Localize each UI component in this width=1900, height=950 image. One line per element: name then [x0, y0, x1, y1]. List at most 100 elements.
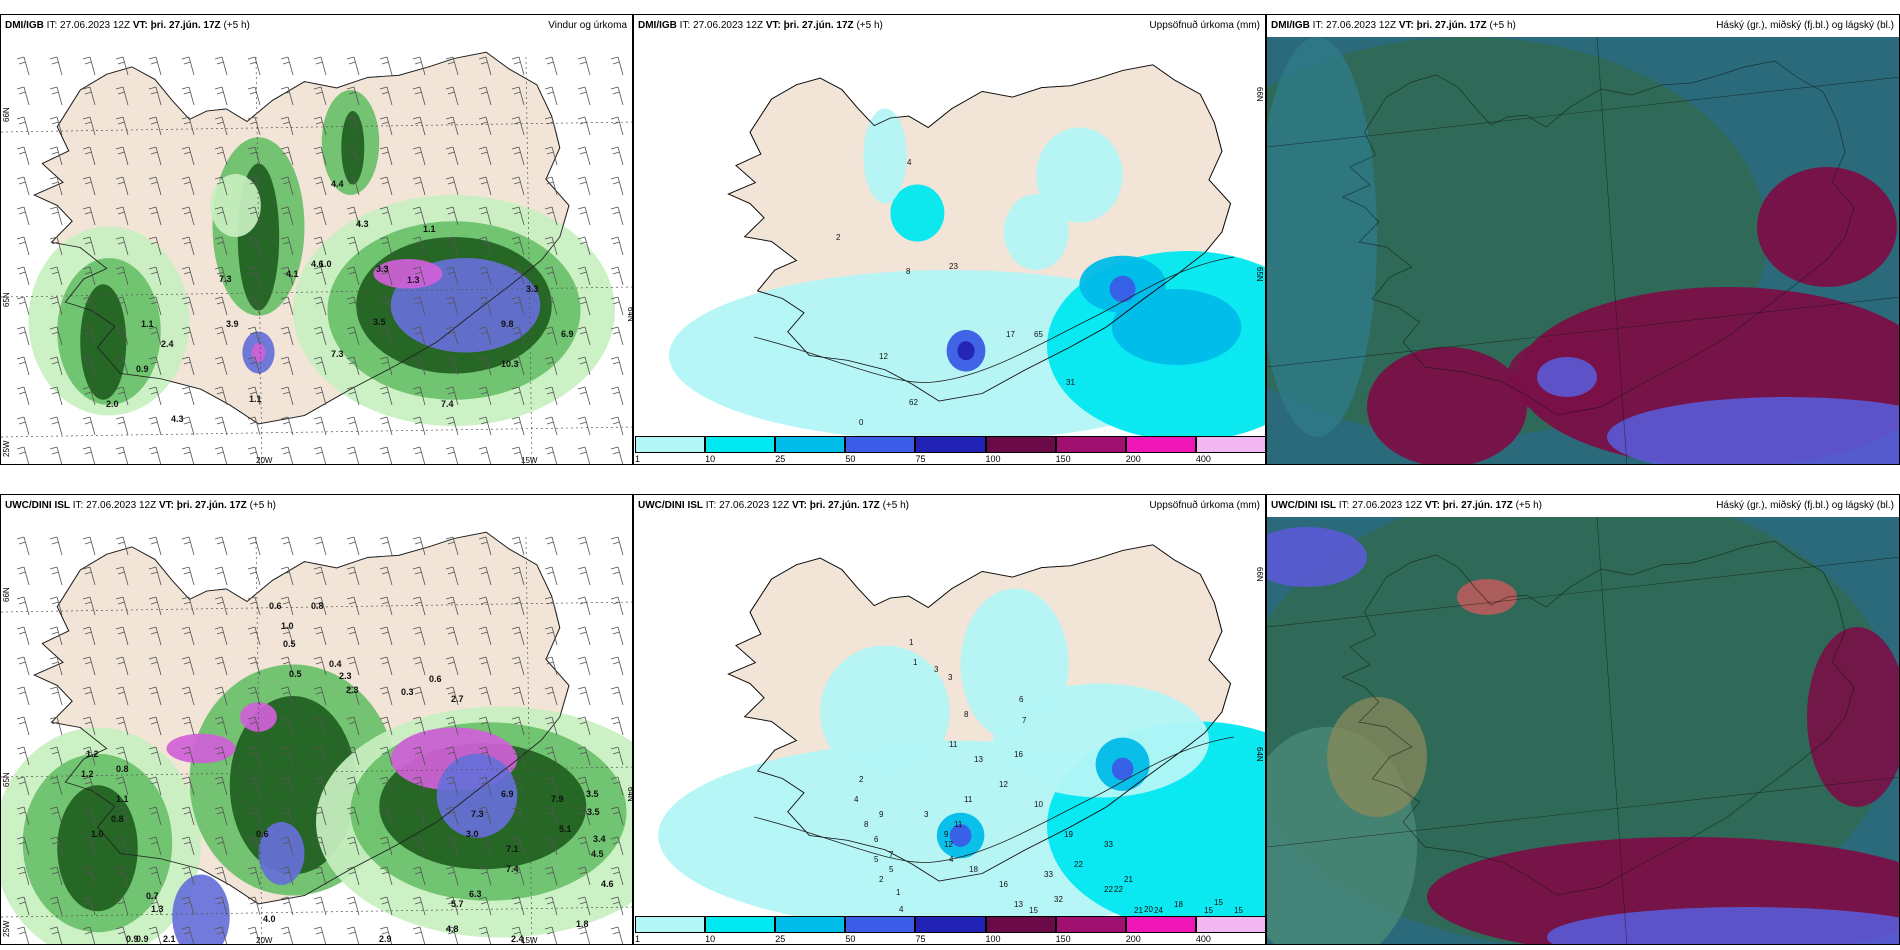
precip-value-label: 2.7 — [451, 694, 464, 704]
accum-value-label: 8 — [864, 820, 869, 829]
wind-barb — [511, 446, 525, 464]
wind-barb — [214, 206, 228, 226]
wind-barb — [49, 356, 63, 376]
wind-barb — [379, 626, 393, 646]
wind-barb — [148, 776, 162, 796]
wind-barb — [511, 86, 525, 106]
precip-value-label: 0.5 — [289, 669, 302, 679]
legend-swatch — [985, 436, 1056, 453]
wind-barb — [313, 236, 327, 256]
accum-value-label: 13 — [1014, 900, 1023, 909]
graticule-line — [1267, 296, 1899, 368]
precip-area — [960, 588, 1069, 741]
wind-barb — [577, 656, 591, 676]
wind-barb — [610, 146, 624, 166]
wind-barb — [16, 686, 30, 706]
precip-value-label: 4.6 — [601, 879, 614, 889]
legend-swatch — [1125, 916, 1196, 933]
wind-barb — [412, 296, 426, 316]
wind-barb — [346, 926, 360, 944]
accum-value-label: 3 — [948, 673, 953, 682]
precip-value-label: 0.6 — [269, 601, 282, 611]
wind-barb — [148, 386, 162, 406]
wind-barb — [115, 146, 129, 166]
wind-barb — [16, 266, 30, 286]
coast-outline — [1341, 540, 1855, 896]
wind-barb — [544, 416, 558, 436]
wind-barb — [82, 86, 96, 106]
accum-value-label: 4 — [949, 855, 954, 864]
wind-barb — [313, 656, 327, 676]
wind-barb — [247, 686, 261, 706]
accum-value-label: 1 — [896, 888, 901, 897]
wind-barb — [610, 356, 624, 376]
wind-barb — [610, 716, 624, 736]
cloud-area — [1607, 397, 1899, 464]
wind-barb — [49, 566, 63, 586]
wind-barb — [610, 896, 624, 916]
wind-barb — [412, 146, 426, 166]
wind-barb — [82, 296, 96, 316]
precip-value-label: 7.1 — [506, 844, 519, 854]
accum-value-label: 8 — [906, 267, 911, 276]
wind-barb — [148, 626, 162, 646]
wind-barb — [511, 176, 525, 196]
accum-value-label: 3 — [934, 665, 939, 674]
wind-barb — [544, 116, 558, 136]
wind-barb — [214, 536, 228, 556]
wind-barb — [214, 266, 228, 286]
wind-barb — [280, 596, 294, 616]
wind-barb — [412, 836, 426, 856]
wind-barb — [16, 776, 30, 796]
wind-barb — [577, 746, 591, 766]
wind-barb — [181, 926, 195, 944]
wind-barb — [412, 356, 426, 376]
wind-barb — [478, 896, 492, 916]
precip-value-label: 0.6 — [256, 829, 269, 839]
precip-value-label: 1.1 — [423, 224, 436, 234]
legend-tick-label: 1 — [635, 934, 641, 944]
wind-barb — [16, 806, 30, 826]
precip-area — [172, 874, 230, 944]
wind-barb — [181, 206, 195, 226]
wind-barb — [445, 866, 459, 886]
accum-value-label: 65 — [1034, 330, 1043, 339]
graticule-line — [1267, 556, 1899, 628]
wind-barb — [379, 866, 393, 886]
wind-barb — [445, 266, 459, 286]
wind-barb — [148, 176, 162, 196]
wind-barb — [445, 416, 459, 436]
wind-barb — [247, 776, 261, 796]
wind-barb — [379, 536, 393, 556]
panel-uwc-cloud: UWC/DINI ISL IT: 27.06.2023 12Z VT: þri.… — [1266, 494, 1900, 945]
wind-barb — [478, 326, 492, 346]
wind-barb — [412, 386, 426, 406]
wind-barb — [181, 776, 195, 796]
wind-barb — [247, 836, 261, 856]
lat-label-right: 66N — [1255, 567, 1264, 582]
precip-value-label: 2.9 — [379, 934, 392, 944]
wind-barb — [577, 716, 591, 736]
wind-barb — [511, 896, 525, 916]
wind-barb — [247, 806, 261, 826]
precip-area — [258, 822, 305, 885]
precip-value-label: 0.8 — [116, 764, 129, 774]
wind-barb — [412, 566, 426, 586]
wind-barb — [511, 626, 525, 646]
coastline — [33, 51, 570, 425]
wind-barb — [214, 926, 228, 944]
precip-value-label: 7.3 — [331, 349, 344, 359]
wind-barb — [478, 746, 492, 766]
wind-barb — [280, 386, 294, 406]
longitude-line — [525, 536, 533, 944]
precip-value-label: 1.3 — [151, 904, 164, 914]
wind-barb — [313, 146, 327, 166]
accum-value-label: 4 — [854, 795, 859, 804]
lat-label-64n: 64N — [626, 307, 633, 322]
precip-value-label: 2.3 — [346, 685, 359, 695]
wind-barb — [412, 896, 426, 916]
precip-value-label: 0.3 — [401, 687, 414, 697]
map-layer — [658, 544, 1265, 917]
wind-barb — [412, 626, 426, 646]
lat-label-65n: 65N — [2, 772, 11, 787]
